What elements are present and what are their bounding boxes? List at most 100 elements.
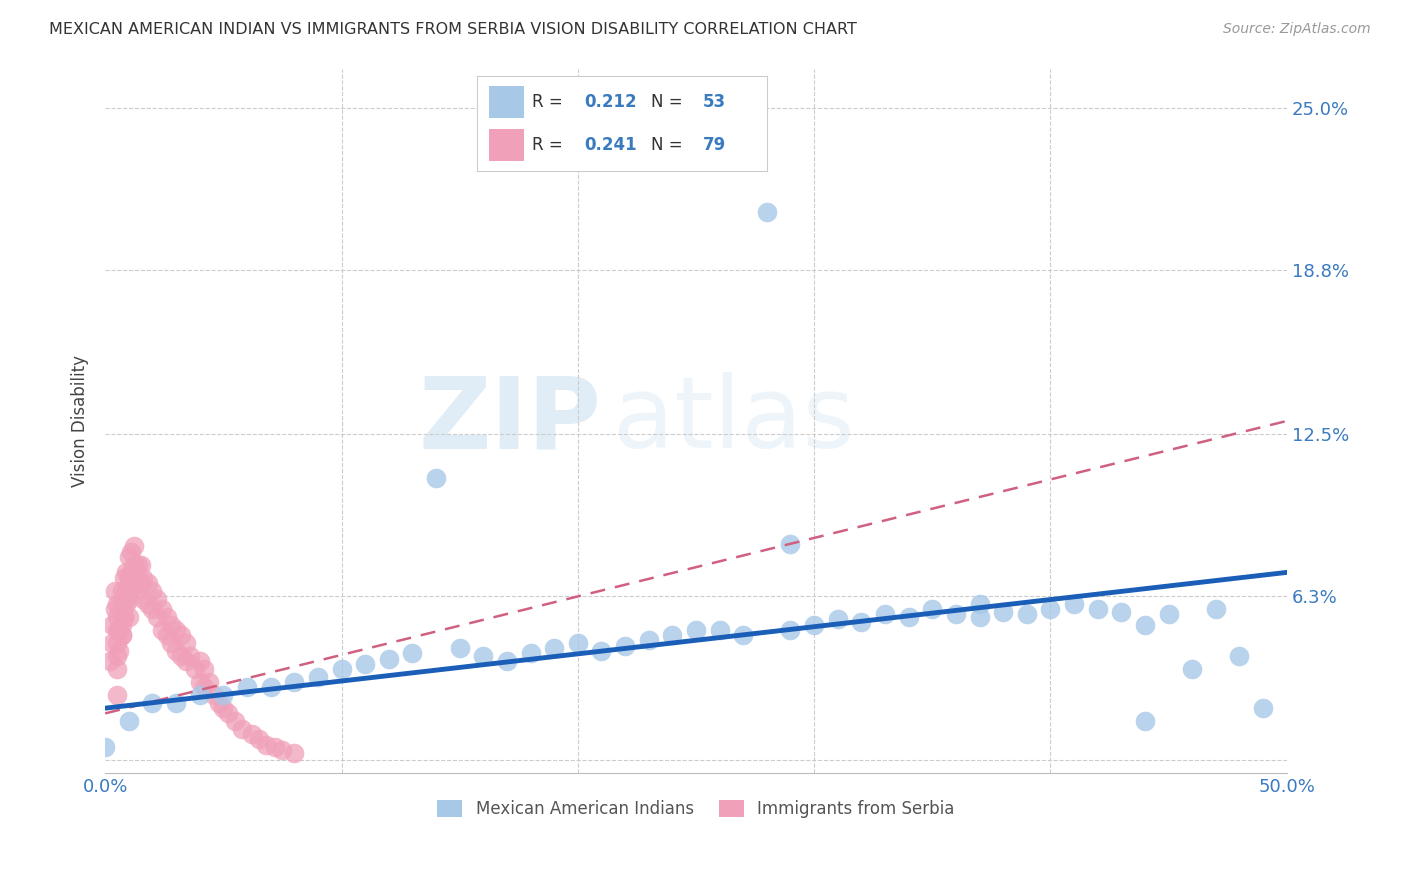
Point bbox=[283, 675, 305, 690]
Point bbox=[105, 662, 128, 676]
Point bbox=[198, 675, 221, 690]
Point bbox=[1157, 607, 1180, 622]
Text: ZIP: ZIP bbox=[419, 373, 602, 469]
Point bbox=[132, 591, 155, 606]
Point bbox=[170, 628, 193, 642]
Point bbox=[733, 628, 755, 642]
Point bbox=[637, 633, 659, 648]
Text: MEXICAN AMERICAN INDIAN VS IMMIGRANTS FROM SERBIA VISION DISABILITY CORRELATION : MEXICAN AMERICAN INDIAN VS IMMIGRANTS FR… bbox=[49, 22, 858, 37]
Point bbox=[184, 662, 207, 676]
Point bbox=[120, 544, 142, 558]
Point bbox=[156, 628, 179, 642]
Text: Source: ZipAtlas.com: Source: ZipAtlas.com bbox=[1223, 22, 1371, 37]
Y-axis label: Vision Disability: Vision Disability bbox=[72, 355, 89, 487]
Point bbox=[264, 740, 287, 755]
Point bbox=[779, 537, 801, 551]
Point bbox=[174, 636, 197, 650]
Point bbox=[118, 571, 141, 585]
Point bbox=[188, 675, 211, 690]
Point bbox=[1229, 648, 1251, 663]
Point bbox=[224, 714, 246, 729]
Point bbox=[108, 644, 131, 658]
Point bbox=[496, 654, 519, 668]
Point bbox=[118, 549, 141, 564]
Point bbox=[150, 602, 173, 616]
Point bbox=[591, 644, 613, 658]
Point bbox=[307, 670, 329, 684]
Point bbox=[111, 583, 134, 598]
Legend: Mexican American Indians, Immigrants from Serbia: Mexican American Indians, Immigrants fro… bbox=[430, 794, 962, 825]
Point bbox=[179, 648, 201, 663]
Point bbox=[212, 701, 235, 715]
Point bbox=[104, 583, 127, 598]
Point bbox=[105, 648, 128, 663]
Point bbox=[156, 609, 179, 624]
Point bbox=[112, 591, 135, 606]
Point bbox=[425, 471, 447, 485]
Point bbox=[160, 617, 183, 632]
Point bbox=[378, 651, 401, 665]
Point bbox=[125, 566, 148, 580]
Point bbox=[104, 602, 127, 616]
Point bbox=[231, 722, 253, 736]
Point bbox=[165, 644, 187, 658]
Point bbox=[98, 654, 121, 668]
Point bbox=[105, 688, 128, 702]
Point bbox=[188, 688, 211, 702]
Point bbox=[1111, 605, 1133, 619]
Point bbox=[118, 609, 141, 624]
Point bbox=[105, 597, 128, 611]
Point bbox=[259, 680, 281, 694]
Point bbox=[111, 628, 134, 642]
Point bbox=[1087, 602, 1109, 616]
Point bbox=[112, 571, 135, 585]
Point bbox=[193, 680, 215, 694]
Point bbox=[851, 615, 873, 629]
Point bbox=[111, 602, 134, 616]
Point bbox=[136, 597, 159, 611]
Point bbox=[127, 558, 149, 572]
Point bbox=[141, 583, 163, 598]
Point bbox=[141, 696, 163, 710]
Point bbox=[160, 636, 183, 650]
Point bbox=[969, 609, 991, 624]
Point bbox=[101, 636, 124, 650]
Point bbox=[661, 628, 683, 642]
Point bbox=[614, 639, 637, 653]
Point bbox=[120, 566, 142, 580]
Point bbox=[112, 609, 135, 624]
Point bbox=[101, 617, 124, 632]
Point bbox=[118, 714, 141, 729]
Point bbox=[247, 732, 270, 747]
Point bbox=[105, 609, 128, 624]
Point bbox=[111, 628, 134, 642]
Point bbox=[685, 623, 707, 637]
Point bbox=[283, 746, 305, 760]
Point bbox=[969, 597, 991, 611]
Point bbox=[136, 575, 159, 590]
Point bbox=[94, 740, 117, 755]
Point bbox=[779, 623, 801, 637]
Point bbox=[827, 612, 849, 626]
Point bbox=[129, 575, 152, 590]
Point bbox=[217, 706, 239, 721]
Point bbox=[1181, 662, 1204, 676]
Point bbox=[945, 607, 967, 622]
Point bbox=[146, 609, 169, 624]
Point bbox=[165, 696, 187, 710]
Point bbox=[115, 566, 138, 580]
Point bbox=[449, 641, 471, 656]
Point bbox=[127, 575, 149, 590]
Point bbox=[1205, 602, 1227, 616]
Point bbox=[141, 602, 163, 616]
Point bbox=[150, 623, 173, 637]
Point bbox=[254, 738, 277, 752]
Point bbox=[803, 617, 825, 632]
Point bbox=[118, 591, 141, 606]
Point bbox=[1133, 714, 1156, 729]
Point bbox=[472, 648, 495, 663]
Point bbox=[991, 605, 1014, 619]
Point bbox=[146, 591, 169, 606]
Point bbox=[125, 583, 148, 598]
Point bbox=[709, 623, 731, 637]
